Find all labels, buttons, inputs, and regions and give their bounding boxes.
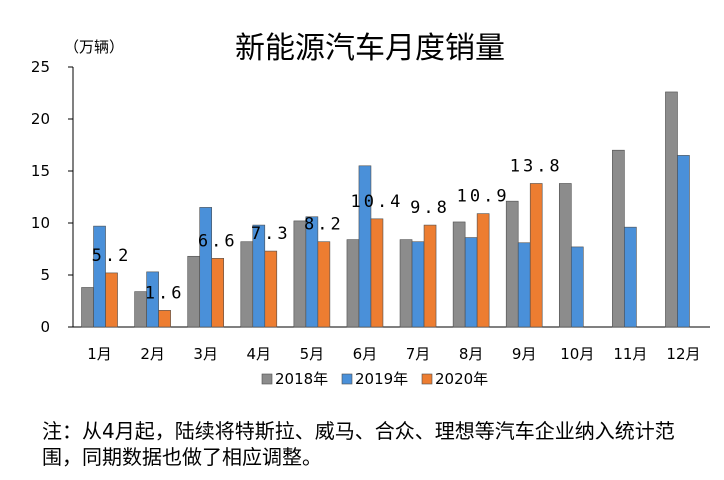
x-tick-label: 8月 [459,345,484,363]
y-tick-label: 0 [40,318,50,336]
bar-2018年-7月 [399,239,413,328]
chart-title: 新能源汽车月度销量 [235,31,505,66]
bar-2018年-10月 [558,183,572,328]
bar-2020年-5月 [317,241,331,328]
y-tick-label: 25 [31,58,50,76]
data-label: 5.2 [92,246,132,266]
bar-2020年-4月 [264,250,278,328]
y-axis-unit-label: （万辆） [64,38,124,56]
y-tick-label: 10 [31,214,50,232]
bar-2019年-7月 [411,241,425,328]
bar-2020年-2月 [158,310,171,328]
x-tick-label: 11月 [613,345,647,363]
x-tick-label: 10月 [560,345,594,363]
x-tick-label: 5月 [300,345,325,363]
monthly-sales-chart: 新能源汽车月度销量 （万辆） 0 5 10 15 20 25 5.2 1.6 6.6 7.3 8.… [31,31,710,388]
x-tick-label: 12月 [666,345,700,363]
legend-swatch-2020年 [421,373,433,385]
bar-2019年-2月 [146,271,159,328]
y-tick-label: 5 [40,266,50,284]
data-label: 6.6 [198,231,238,251]
bar-2019年-8月 [464,237,478,328]
x-tick-label: 1月 [87,345,112,363]
bar-2018年-6月 [346,239,360,328]
y-tick-label: 20 [31,110,50,128]
x-tick-labels: 1月 2月 3月 4月 5月 6月 7月 8月 9月 10月 11月 12月 [87,345,700,363]
bar-2018年-4月 [240,241,254,328]
bar-2018年-1月 [81,287,94,328]
axes: 0 5 10 15 20 25 [31,58,710,336]
bar-2018年-8月 [452,221,466,328]
data-label: 10.9 [457,187,510,207]
footnote: 注：从4月起，陆续将特斯拉、威马、合众、理想等汽车企业纳入统计范围，同期数据也做… [42,419,675,469]
bar-2018年-9月 [505,200,519,328]
bar-2018年-11月 [612,149,625,328]
bar-2020年-3月 [211,258,225,328]
bar-2020年-7月 [423,224,437,328]
legend-swatch-2018年 [261,373,273,385]
bar-2020年-1月 [105,272,118,328]
bar-2018年-3月 [187,255,201,328]
legend-swatch-2019年 [341,373,353,385]
data-label: 9.8 [410,198,450,218]
y-tick-label: 15 [31,162,50,180]
bar-2019年-12月 [677,155,690,328]
bar-2019年-6月 [358,165,372,328]
bars [81,91,690,328]
bar-2019年-11月 [624,226,637,328]
bar-2018年-12月 [665,91,678,328]
data-label: 1.6 [145,283,185,303]
x-tick-label: 9月 [512,345,537,363]
bar-2018年-5月 [293,220,307,328]
legend-label: 2020年 [435,370,488,388]
bar-2019年-3月 [199,207,213,328]
x-tick-label: 7月 [406,345,431,363]
x-tick-label: 4月 [247,345,272,363]
bar-2019年-10月 [570,246,584,328]
x-tick-label: 6月 [353,345,378,363]
legend-label: 2019年 [355,370,408,388]
data-labels: 5.2 1.6 6.6 7.3 8.2 10.4 9.8 10.913.8 [92,156,563,303]
data-label: 7.3 [251,224,291,244]
x-tick-label: 2月 [140,345,165,363]
x-tick-label: 3月 [193,345,218,363]
bar-2019年-1月 [93,225,106,328]
legend-label: 2018年 [275,370,328,388]
bar-2019年-9月 [517,242,531,328]
bar-2020年-9月 [529,183,543,328]
bar-2020年-6月 [370,218,384,328]
data-label: 8.2 [304,215,344,235]
bar-2020年-8月 [476,213,490,328]
data-label: 13.8 [510,156,563,176]
data-label: 10.4 [350,192,403,212]
legend: 2018年 2019年 2020年 [261,370,488,388]
